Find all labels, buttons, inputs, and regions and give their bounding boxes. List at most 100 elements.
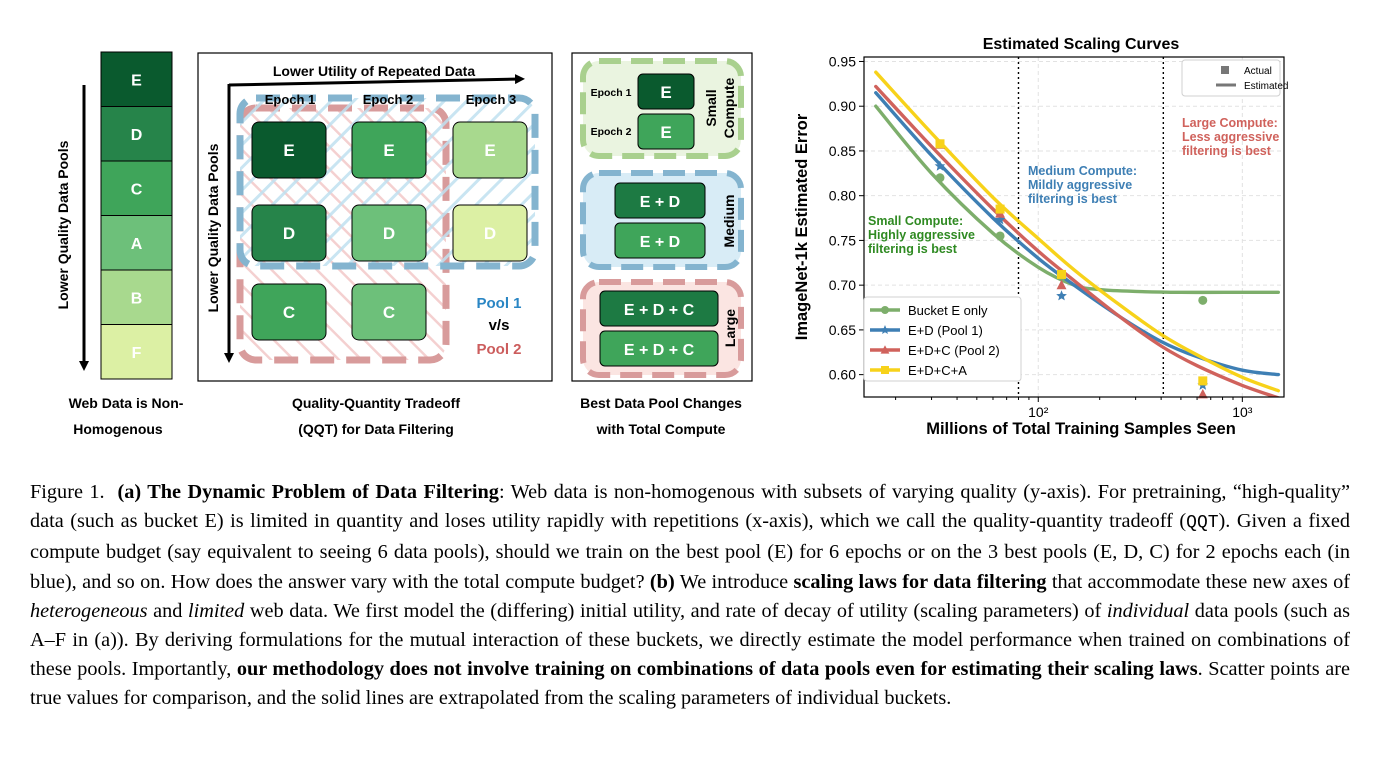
- ytick-label-6: 0.90: [829, 98, 856, 114]
- panel-a-caption-line2: Homogenous: [73, 421, 163, 437]
- pool-d: [100, 106, 173, 162]
- pool-a: [100, 215, 173, 271]
- qqt-cell-r1c0: [251, 204, 327, 262]
- legend-actual-label: Actual: [1244, 66, 1272, 77]
- small-compute-label-1: Small: [703, 89, 719, 126]
- panel-a-caption-line1: Web Data is Non-: [69, 395, 184, 411]
- small-cell-1: [637, 73, 695, 110]
- pool-b: [100, 269, 173, 325]
- panel-c: Epoch 1 Epoch 2 E E Small Compute E + D …: [571, 52, 753, 437]
- caption-t6: web data. We first model the (differing)…: [244, 599, 1107, 622]
- medium-row-1: [614, 182, 706, 219]
- series-0-point-3: [1198, 295, 1208, 305]
- series-3-point-0: [935, 139, 945, 149]
- caption-t7: data pools (such as A–F in (a)). By deri…: [30, 599, 1350, 681]
- panel-b-caption-line1: Quality-Quantity Tradeoff: [292, 395, 460, 411]
- ytick-label-0: 0.60: [829, 367, 856, 383]
- caption-t3: We introduce: [674, 570, 794, 593]
- pool-f-label: F: [132, 345, 142, 362]
- series-1-point-2: [1056, 290, 1067, 301]
- qqt-cell-r0c1: [351, 121, 427, 179]
- annotation-0-line-2: filtering is best: [868, 242, 958, 256]
- annotation-1: Medium Compute: Mildly aggressive filterin…: [1028, 164, 1137, 206]
- pool1-label: Pool 1: [476, 295, 521, 312]
- panel-b: Lower Utility of Repeated Data Lower Qua…: [197, 52, 553, 437]
- qqt-cell-r2c0-label: C: [283, 303, 295, 322]
- large-row-2-label: E + D + C: [624, 342, 695, 359]
- small-compute-label-2: Compute: [721, 77, 737, 138]
- caption-it3: individual: [1106, 599, 1190, 622]
- legend-label-3: E+D+C+A: [908, 363, 967, 378]
- ytick-label-4: 0.80: [829, 188, 856, 204]
- caption-bold-b: (b): [649, 570, 675, 593]
- pool-b-label: B: [131, 290, 143, 307]
- chart-title: Estimated Scaling Curves: [983, 36, 1180, 53]
- small-cell-2: [637, 113, 695, 150]
- xtick-label-0: 10²: [1028, 404, 1049, 420]
- legend-label-2: E+D+C (Pool 2): [908, 343, 1000, 358]
- legend-actual-estimated: Actual Estimated: [1181, 59, 1288, 97]
- series-2-point-2: [1056, 279, 1067, 290]
- plot-frame: [863, 56, 1285, 398]
- annotation-2-line-1: Less aggressive: [1182, 130, 1279, 144]
- chart-ylabel: ImageNet-1k Estimated Error: [793, 113, 811, 340]
- legend-marker-2: [880, 345, 890, 354]
- annotation-0: Small Compute: Highly aggressive filtering…: [868, 214, 975, 256]
- series-line-2: [874, 84, 1280, 397]
- small-epoch-1-label: Epoch 1: [591, 87, 632, 99]
- panel-a-axis-label: Lower Quality Data Pools: [55, 140, 71, 309]
- annotation-1-line-1: Mildly aggressive: [1028, 178, 1132, 192]
- caption-t2: ). Given a fixed compute budget (say equ…: [30, 510, 1350, 593]
- ytick-label-1: 0.65: [829, 322, 856, 338]
- qqt-cell-r1c2-label: D: [484, 224, 496, 243]
- caption-t5: and: [147, 599, 188, 622]
- annotation-0-line-0: Small Compute:: [868, 214, 963, 228]
- annotation-2-line-0: Large Compute:: [1182, 116, 1278, 130]
- medium-row-1-label: E + D: [640, 194, 680, 211]
- legend-label-0: Bucket E only: [908, 303, 988, 318]
- chart-xticks: 10² 10³: [895, 397, 1253, 420]
- chart-points: [934, 139, 1209, 399]
- caption-label: Figure 1.: [30, 481, 105, 503]
- legend-actual-marker: [1221, 66, 1229, 74]
- caption-t8: . Scatter points are true values for com…: [30, 658, 1350, 710]
- series-2-point-3: [1197, 388, 1208, 399]
- epoch-3-label: Epoch 3: [466, 92, 517, 107]
- series-legend: Bucket E only E+D (Pool 1) E+D+C (Pool 2) E…: [863, 296, 1022, 382]
- figure-caption: Figure 1. (a) The Dynamic Problem of Dat…: [30, 478, 1350, 714]
- annotation-0-line-1: Highly aggressive: [868, 228, 975, 242]
- panel-b-y-axis-label: Lower Quality Data Pools: [205, 143, 221, 312]
- panel-a: Lower Quality Data Pools E D C A B F Web Data…: [55, 51, 184, 437]
- series-0-point-1: [995, 231, 1005, 241]
- legend-marker-0: [881, 306, 889, 314]
- chart-vlines: [1017, 57, 1165, 397]
- legend-estimated-label: Estimated: [1244, 81, 1288, 92]
- medium-row-2: [614, 222, 706, 259]
- caption-t1: : Web data is non-homogenous with subset…: [30, 481, 1351, 533]
- qqt-cell-r2c1-label: C: [383, 303, 395, 322]
- panel-b-x-arrow: [228, 74, 525, 87]
- caption-t4: that accommodate these new axes of: [1046, 570, 1351, 593]
- pool2-label: Pool 2: [476, 341, 521, 358]
- annotation-1-line-2: filtering is best: [1028, 192, 1118, 206]
- annotation-2-line-2: filtering is best: [1182, 144, 1272, 158]
- chart-annotations: Small Compute: Highly aggressive filtering…: [868, 116, 1279, 256]
- panel-b-x-axis-label: Lower Utility of Repeated Data: [273, 63, 475, 79]
- series-1-point-0: [934, 160, 946, 171]
- qqt-cell-r2c1: [351, 283, 427, 341]
- series-3-point-3: [1198, 376, 1208, 386]
- caption-bold-a: (a) The Dynamic Problem of Data Filterin…: [117, 481, 499, 503]
- legend-actual-estimated-box: [1181, 59, 1281, 97]
- epoch-2-label: Epoch 2: [363, 92, 414, 107]
- figure: Lower Quality Data Pools E D C A B F Web Data…: [55, 36, 1288, 438]
- panel-b-caption-line2: (QQT) for Data Filtering: [298, 421, 454, 437]
- qqt-cell-r1c2: [452, 204, 528, 262]
- series-0-point-0: [935, 173, 945, 183]
- pool-d-label: D: [131, 127, 143, 144]
- ytick-label-7: 0.95: [829, 53, 856, 69]
- panel-c-caption-line1: Best Data Pool Changes: [580, 395, 742, 411]
- qqt-cell-r1c0-label: D: [283, 224, 295, 243]
- chart-lines: [874, 70, 1280, 397]
- caption-bold-c: scaling laws for data filtering: [793, 570, 1047, 593]
- legend-marker-3: [881, 366, 889, 374]
